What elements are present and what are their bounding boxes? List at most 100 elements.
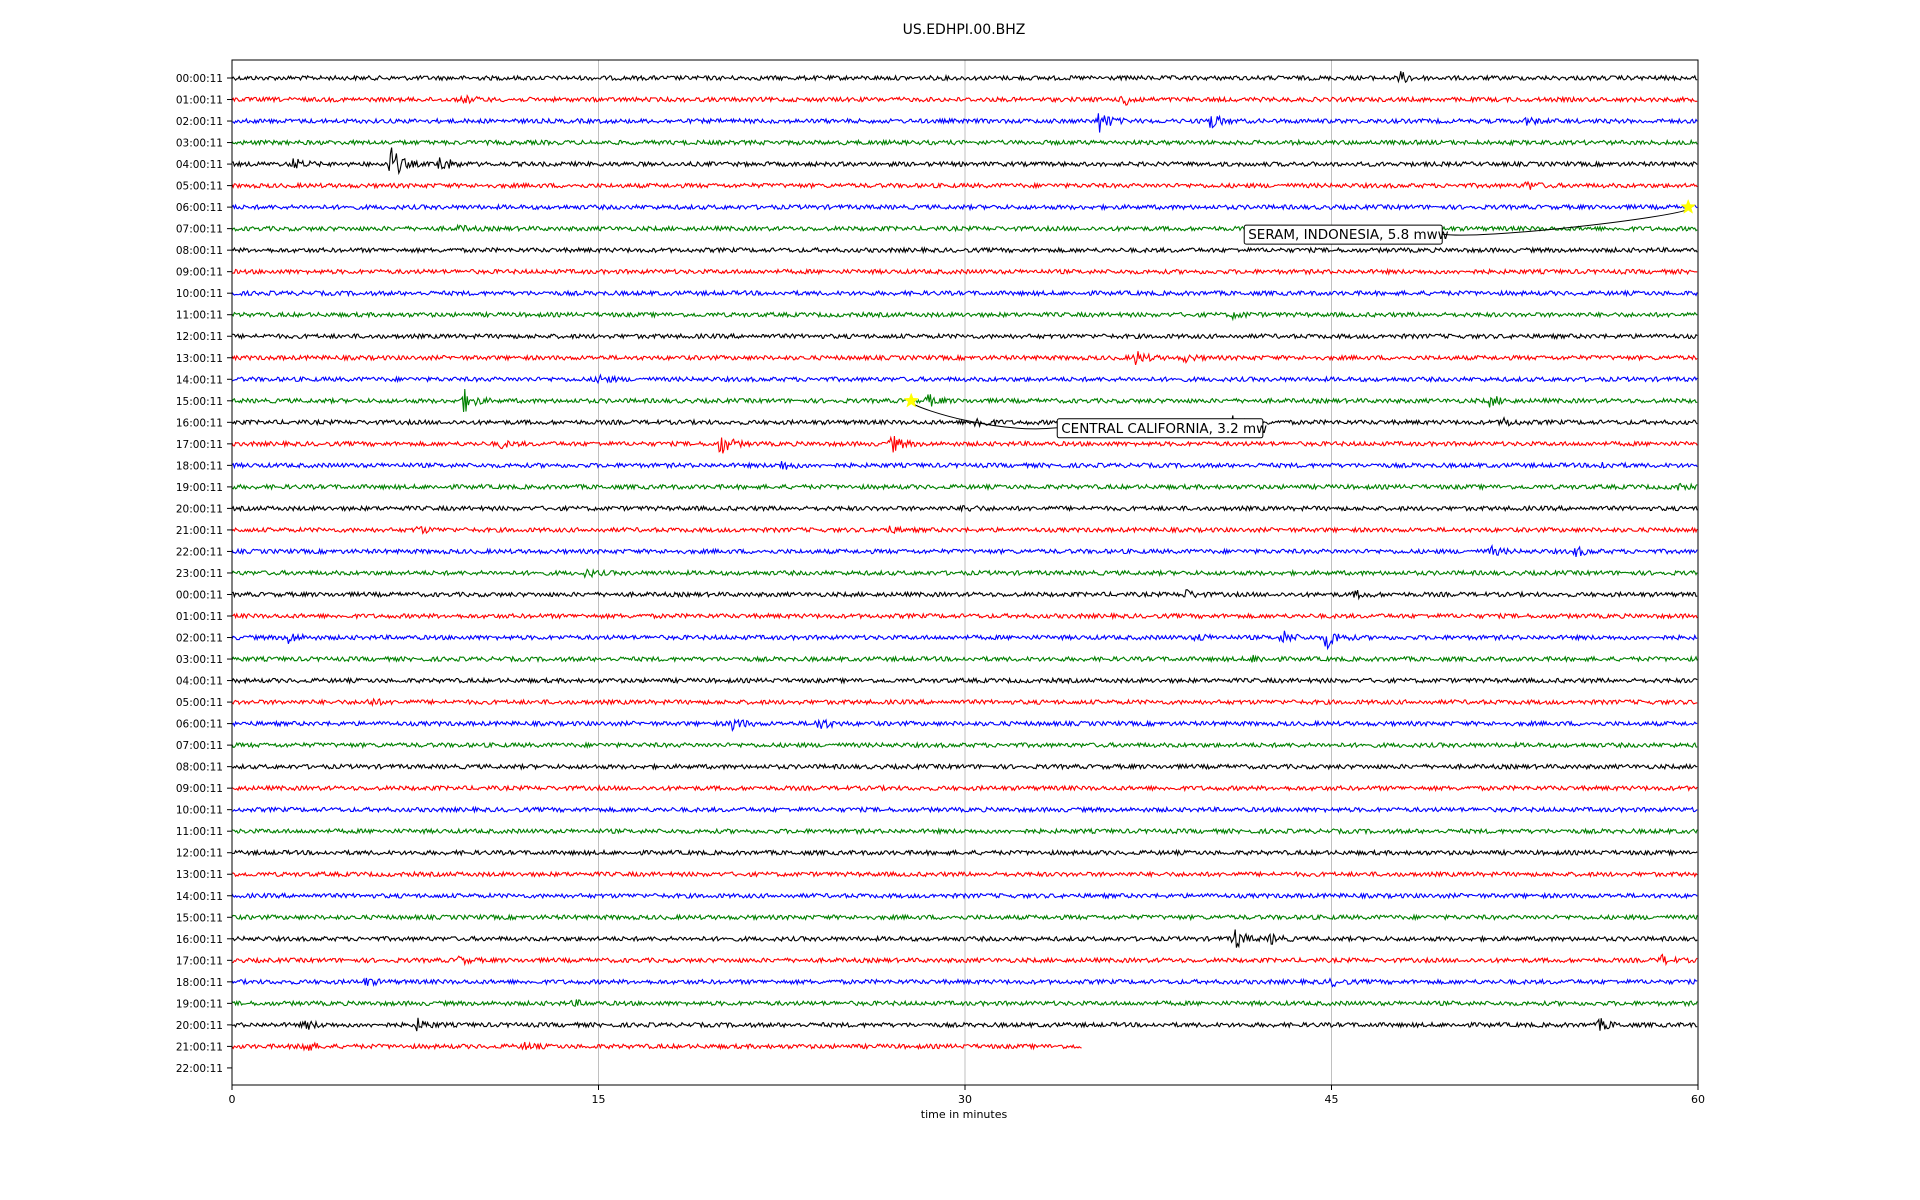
- trace-row: [231, 93, 1698, 106]
- trace-row: [231, 388, 1698, 412]
- row-label: 20:00:11: [176, 1020, 223, 1032]
- trace-row: [231, 351, 1698, 366]
- x-tick-label: 60: [1691, 1093, 1705, 1106]
- event-star-marker: [1680, 198, 1697, 214]
- row-label: 11:00:11: [176, 826, 223, 838]
- row-label: 06:00:11: [176, 202, 223, 214]
- row-label: 09:00:11: [176, 783, 223, 795]
- row-label: 10:00:11: [176, 805, 223, 817]
- trace-row: [231, 741, 1698, 750]
- row-time-labels: 00:00:11 01:00:11 02:00:11 03:00:11 04:00:11…: [176, 73, 232, 1075]
- x-tick-label: 15: [592, 1093, 606, 1106]
- trace-row: [231, 525, 1698, 535]
- row-label: 07:00:11: [176, 740, 223, 752]
- trace-row: [231, 435, 1698, 454]
- row-label: 09:00:11: [176, 267, 223, 279]
- row-label: 02:00:11: [176, 116, 223, 128]
- trace-row: [231, 482, 1698, 492]
- trace-row: [231, 870, 1698, 879]
- x-tick-label: 45: [1325, 1093, 1339, 1106]
- trace-row: [231, 71, 1698, 84]
- trace-row: [231, 543, 1698, 558]
- row-label: 03:00:11: [176, 138, 223, 150]
- row-label: 17:00:11: [176, 955, 223, 967]
- trace-row: [231, 310, 1698, 322]
- row-label: 06:00:11: [176, 719, 223, 731]
- trace-row: [231, 246, 1698, 255]
- row-label: 12:00:11: [176, 848, 223, 860]
- trace-row: [231, 611, 1698, 621]
- trace-row: [231, 415, 1698, 429]
- row-label: 04:00:11: [176, 676, 223, 688]
- row-label: 19:00:11: [176, 482, 223, 494]
- row-label: 00:00:11: [176, 73, 223, 85]
- x-tick-label: 30: [958, 1093, 972, 1106]
- row-label: 16:00:11: [176, 417, 223, 429]
- row-label: 22:00:11: [176, 1063, 223, 1075]
- x-axis: 0 15 30 45 60: [229, 1085, 1705, 1106]
- row-label: 00:00:11: [176, 589, 223, 601]
- trace-row: [231, 891, 1698, 900]
- row-label: 18:00:11: [176, 460, 223, 472]
- trace-row: [231, 913, 1698, 922]
- trace-row: [231, 461, 1698, 470]
- trace-row: [231, 1017, 1698, 1032]
- row-label: 04:00:11: [176, 159, 223, 171]
- row-label: 14:00:11: [176, 891, 223, 903]
- x-tick-label: 0: [229, 1093, 236, 1106]
- trace-row: [231, 848, 1698, 857]
- trace-row: [231, 267, 1698, 276]
- row-label: 14:00:11: [176, 374, 223, 386]
- annotation-label: CENTRAL CALIFORNIA, 3.2 mw: [1061, 421, 1267, 437]
- row-label: 22:00:11: [176, 546, 223, 558]
- event-annotation: SERAM, INDONESIA, 5.8 mww: [1243, 198, 1697, 245]
- trace-row: [231, 589, 1698, 601]
- trace-row: [231, 953, 1698, 967]
- row-label: 01:00:11: [176, 95, 223, 107]
- trace-row: [231, 762, 1698, 771]
- trace-row: [231, 1041, 1082, 1052]
- trace-row: [231, 147, 1698, 176]
- x-axis-label: time in minutes: [921, 1108, 1008, 1121]
- row-label: 13:00:11: [176, 353, 223, 365]
- trace-row: [231, 289, 1698, 298]
- row-label: 03:00:11: [176, 654, 223, 666]
- event-annotation: CENTRAL CALIFORNIA, 3.2 mw: [903, 392, 1267, 439]
- traces: [231, 71, 1698, 1052]
- trace-row: [231, 697, 1698, 708]
- annotation-connector: [1442, 208, 1689, 236]
- trace-row: [231, 630, 1698, 651]
- row-label: 07:00:11: [176, 224, 223, 236]
- row-label: 16:00:11: [176, 934, 223, 946]
- trace-row: [231, 654, 1698, 664]
- trace-row: [231, 138, 1698, 147]
- chart-title: US.EDHPI.00.BHZ: [903, 22, 1026, 38]
- annotation-label: SERAM, INDONESIA, 5.8 mww: [1248, 227, 1449, 243]
- trace-row: [231, 718, 1698, 732]
- row-label: 21:00:11: [176, 1041, 223, 1053]
- trace-row: [231, 783, 1698, 793]
- row-label: 11:00:11: [176, 310, 223, 322]
- trace-row: [231, 373, 1698, 385]
- trace-row: [231, 805, 1698, 814]
- row-label: 08:00:11: [176, 245, 223, 257]
- annotation-connector: [910, 402, 1058, 430]
- row-label: 05:00:11: [176, 697, 223, 709]
- row-label: 01:00:11: [176, 611, 223, 623]
- row-label: 12:00:11: [176, 331, 223, 343]
- row-label: 23:00:11: [176, 568, 223, 580]
- trace-row: [231, 568, 1698, 579]
- row-label: 20:00:11: [176, 503, 223, 515]
- trace-row: [231, 999, 1698, 1008]
- row-label: 15:00:11: [176, 912, 223, 924]
- trace-row: [231, 827, 1698, 836]
- trace-row: [231, 113, 1698, 133]
- event-annotations: SERAM, INDONESIA, 5.8 mww CENTRAL CALIFOR…: [903, 198, 1697, 439]
- row-label: 15:00:11: [176, 396, 223, 408]
- row-label: 08:00:11: [176, 762, 223, 774]
- trace-row: [231, 223, 1698, 233]
- row-label: 02:00:11: [176, 633, 223, 645]
- row-label: 13:00:11: [176, 869, 223, 881]
- row-label: 18:00:11: [176, 977, 223, 989]
